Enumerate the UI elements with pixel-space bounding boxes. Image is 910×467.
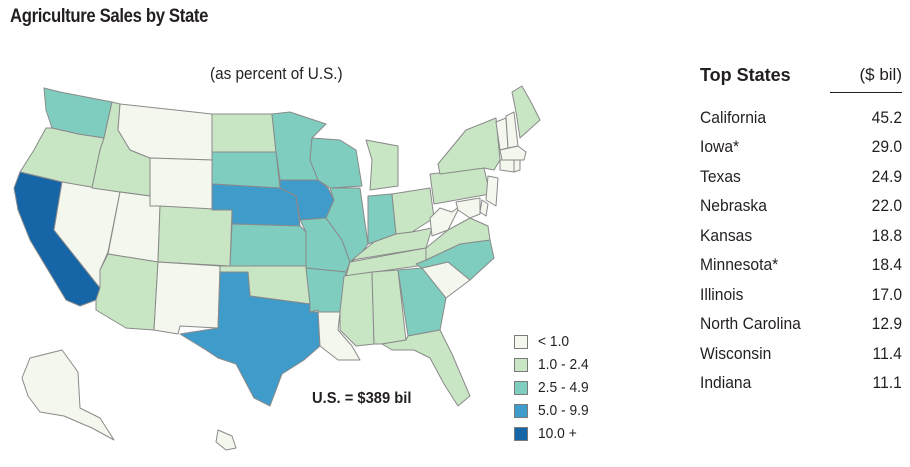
state-new-hampshire (505, 111, 519, 149)
legend-item: 10.0 + (514, 422, 593, 445)
state-name: Wisconsin (700, 343, 772, 363)
legend-label: 5.0 - 9.9 (538, 402, 589, 419)
state-wyoming (149, 157, 213, 211)
header-rule (830, 92, 902, 93)
table-row: North Carolina 12.9 (700, 310, 902, 340)
state-rhode-island (513, 159, 521, 173)
state-name: Illinois (700, 284, 744, 304)
table-header-label: Top States (700, 64, 791, 85)
table-row: Illinois 17.0 (700, 280, 902, 310)
state-arkansas (305, 267, 347, 313)
state-virginia (425, 217, 491, 261)
state-florida (381, 329, 471, 407)
state-name: Minnesota* (700, 255, 779, 275)
state-value: 17.0 (871, 284, 902, 304)
legend-swatch (514, 380, 528, 395)
state-value: 18.4 (871, 255, 902, 275)
state-value: 29.0 (871, 137, 902, 157)
state-value: 18.8 (871, 225, 902, 245)
state-value: 22.0 (871, 196, 902, 216)
state-alaska (21, 349, 115, 441)
map-subtitle: (as percent of U.S.) (210, 64, 343, 83)
state-new-mexico (153, 261, 221, 335)
state-name: Nebraska (700, 196, 767, 216)
top-states-table: Top States ($ bil) California 45.2 Iowa* 2… (700, 60, 902, 398)
state-value: 24.9 (871, 166, 902, 186)
state-value: 11.1 (872, 373, 902, 393)
legend-label: < 1.0 (538, 333, 570, 350)
table-row: Indiana 11.1 (700, 369, 902, 399)
table-row: Iowa* 29.0 (700, 133, 902, 163)
state-mississippi (339, 271, 375, 347)
us-total-label: U.S. = $389 bil (312, 390, 412, 407)
state-wisconsin (309, 137, 363, 189)
table-row: Wisconsin 11.4 (700, 339, 902, 369)
legend-item: 1.0 - 2.4 (514, 353, 593, 376)
table-row: Minnesota* 18.4 (700, 251, 902, 281)
legend-item: < 1.0 (514, 330, 593, 353)
state-value: 45.2 (871, 107, 902, 127)
state-louisiana (309, 309, 361, 361)
legend-label: 10.0 + (538, 425, 577, 442)
state-connecticut (499, 159, 515, 173)
state-north-dakota (211, 113, 277, 153)
legend-item: 5.0 - 9.9 (514, 399, 593, 422)
state-massachusetts (499, 145, 527, 161)
state-new-jersey (485, 175, 499, 207)
table-row: Kansas 18.8 (700, 221, 902, 251)
state-hawaii (215, 429, 237, 451)
state-name: Indiana (700, 373, 752, 393)
legend-label: 2.5 - 4.9 (538, 379, 589, 396)
table-row: California 45.2 (700, 103, 902, 133)
state-name: Iowa* (700, 137, 740, 157)
state-kansas (229, 223, 307, 267)
map-legend: < 1.0 1.0 - 2.4 2.5 - 4.9 5.0 - 9.9 10.0… (514, 330, 593, 445)
state-name: Kansas (700, 225, 753, 245)
state-new-york (437, 117, 501, 175)
state-georgia (397, 267, 447, 337)
state-pennsylvania (429, 167, 491, 205)
state-name: Texas (700, 166, 741, 186)
table-row: Texas 24.9 (700, 162, 902, 192)
legend-swatch (514, 357, 528, 372)
state-name: California (700, 107, 767, 127)
state-texas (179, 271, 321, 407)
state-name: North Carolina (700, 314, 801, 334)
table-header-unit: ($ bil) (859, 65, 902, 84)
state-maryland (455, 197, 481, 219)
state-arizona (95, 253, 159, 331)
state-maine (511, 85, 541, 139)
state-michigan (365, 139, 399, 191)
table-header: Top States ($ bil) (700, 60, 902, 90)
legend-swatch (514, 334, 528, 349)
legend-label: 1.0 - 2.4 (538, 356, 589, 373)
chart-title: Agriculture Sales by State (10, 6, 209, 27)
state-ohio (391, 187, 435, 235)
state-value: 12.9 (871, 314, 902, 334)
state-south-dakota (211, 151, 281, 189)
state-colorado (157, 205, 233, 267)
state-value: 11.4 (872, 343, 902, 363)
state-delaware (479, 199, 489, 217)
legend-swatch (514, 426, 528, 441)
legend-item: 2.5 - 4.9 (514, 376, 593, 399)
legend-swatch (514, 403, 528, 418)
table-row: Nebraska 22.0 (700, 192, 902, 222)
